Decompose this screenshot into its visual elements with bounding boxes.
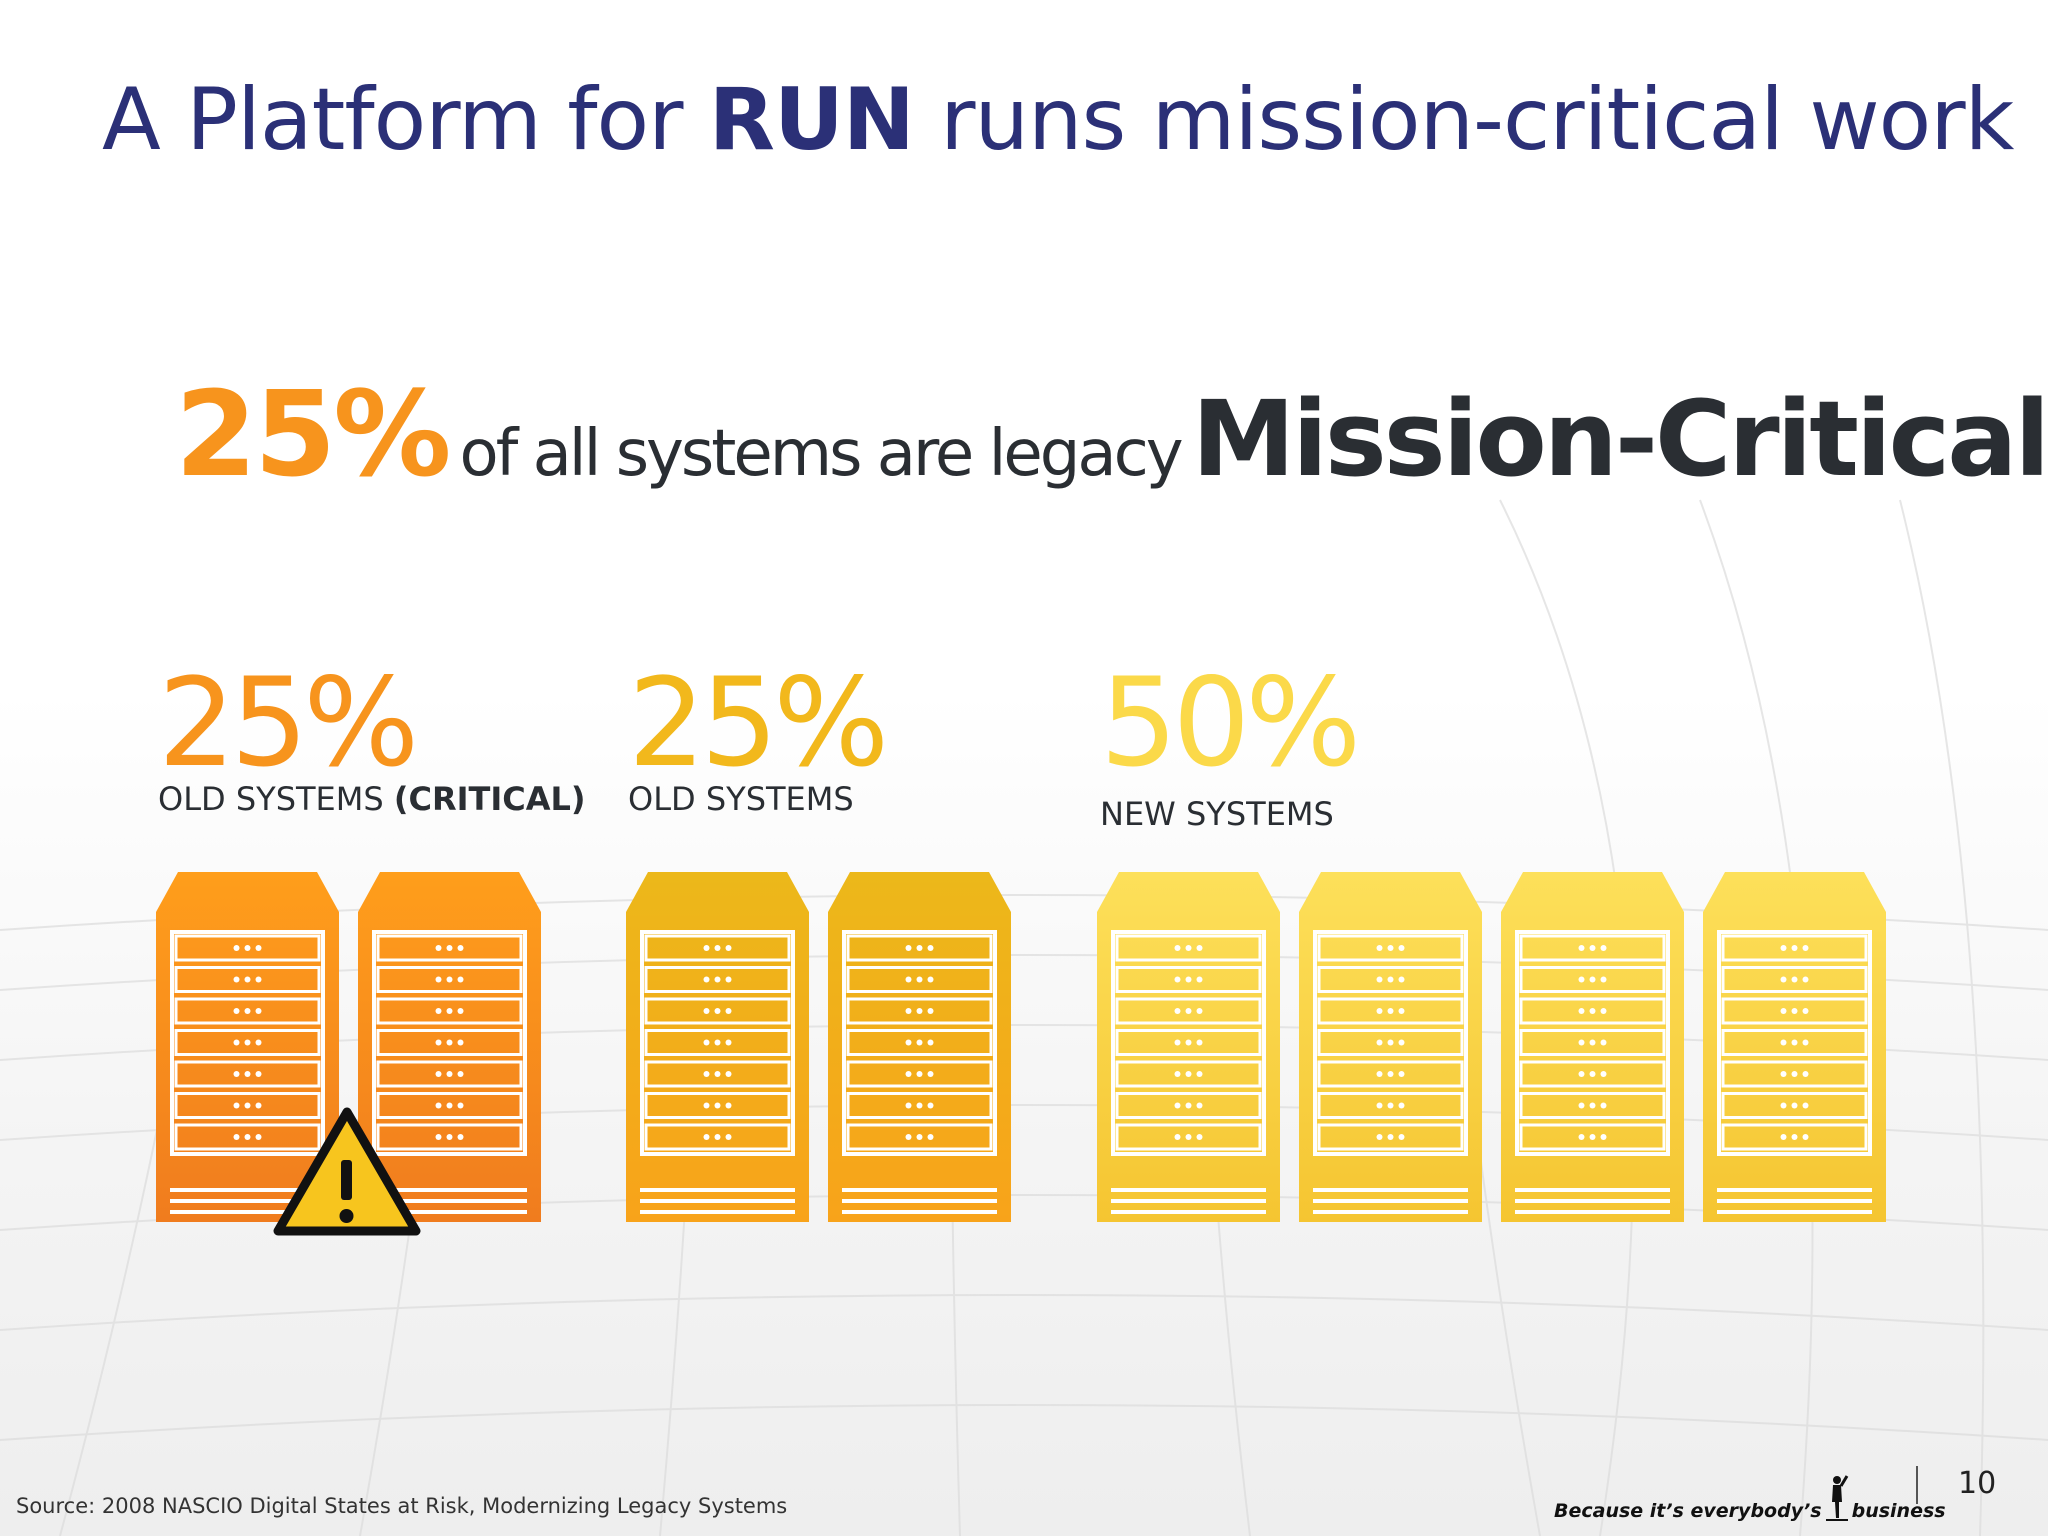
title-bold: RUN [708,70,915,170]
group-old-label: OLD SYSTEMS [628,780,854,818]
person-icon [1825,1475,1848,1521]
group-old-percent: 25% [628,652,889,794]
headline-emphasis: Mission-Critical [1191,378,2048,500]
brand-text-after: business [1851,1500,1946,1522]
title-prefix: A Platform for [102,70,709,170]
group-new-label: NEW SYSTEMS [1100,795,1334,833]
server-rack-icon [358,872,541,1222]
group-new-percent: 50% [1100,652,1361,794]
server-rack-icon [626,872,809,1222]
server-rack-icon [828,872,1011,1222]
group-old-critical-percent: 25% [158,652,419,794]
warning-triangle-icon [273,1107,421,1236]
headline-statement: 25% of all systems are legacy Mission-Cr… [175,365,2048,503]
server-rack-icon [1703,872,1886,1222]
brand-tagline: Because it’s everybody’s business [1554,1474,1946,1522]
brand-text-before: Because it’s everybody’s [1554,1500,1822,1522]
footer-divider [1916,1466,1918,1504]
server-racks [156,872,1886,1236]
headline-middle-text: of all systems are legacy [459,417,1184,491]
server-rack-icon [156,872,339,1222]
server-rack-icon [1097,872,1280,1222]
group-old-critical-label: OLD SYSTEMS (CRITICAL) [158,780,586,818]
page-number: 10 [1958,1466,1997,1501]
rack-group-old-critical [156,872,541,1222]
server-rack-icon [1501,872,1684,1222]
title-suffix: runs mission-critical work [913,70,2014,170]
slide-title: A Platform for RUN runs mission-critical… [102,70,2014,170]
group-old-critical-label-text: OLD SYSTEMS [158,780,394,818]
server-rack-icon [1299,872,1482,1222]
rack-group-old [626,872,1011,1222]
headline-percent: 25% [175,365,451,503]
group-old-critical-label-bold: (CRITICAL) [393,780,586,818]
source-citation: Source: 2008 NASCIO Digital States at Ri… [16,1494,788,1518]
rack-group-new [1097,872,1886,1222]
